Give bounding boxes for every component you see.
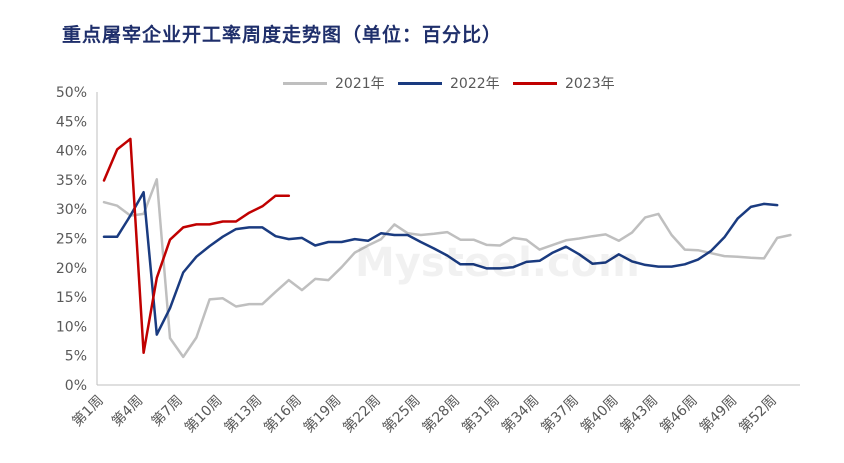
x-tick-label: 第46周: [656, 392, 700, 436]
x-tick-label: 第16周: [260, 392, 304, 436]
legend-line-2021: [283, 81, 327, 85]
y-tick-label: 20%: [56, 261, 87, 277]
y-tick-label: 50%: [56, 85, 87, 101]
y-tick-label: 30%: [56, 202, 87, 218]
legend-item-2022: 2022年: [398, 73, 500, 93]
x-tick-label: 第34周: [498, 392, 542, 436]
x-tick-label: 第52周: [736, 392, 780, 436]
legend-label-2021: 2021年: [335, 76, 385, 92]
x-axis: 第1周 第4周 第7周第10周第13周第16周第19周第22周第25周第28周第31…: [69, 384, 800, 436]
x-tick-label: 第40周: [577, 392, 621, 436]
x-tick-label: 第10周: [181, 392, 225, 436]
x-tick-label: 第28周: [419, 392, 463, 436]
y-axis: 0% 5% 10% 15% 20% 25% 30% 35% 40% 45% 50%: [56, 85, 98, 394]
legend-line-2022: [398, 81, 442, 85]
legend-item-2023: 2023年: [513, 73, 615, 93]
y-tick-label: 40%: [56, 144, 87, 160]
watermark: Mysteel.com: [355, 240, 640, 286]
legend-line-2023: [513, 81, 557, 85]
x-tick-label: 第13周: [221, 392, 265, 436]
y-tick-label: 5%: [65, 349, 87, 365]
series-layer: [102, 137, 792, 359]
legend-label-2023: 2023年: [565, 76, 615, 92]
x-tick-label: 第37周: [538, 392, 582, 436]
legend-item-2021: 2021年: [283, 73, 385, 93]
x-tick-label: 第25周: [379, 392, 423, 436]
x-tick-label: 第22周: [340, 392, 384, 436]
y-tick-label: 35%: [56, 173, 87, 189]
y-tick-label: 0%: [65, 378, 87, 394]
x-tick-label: 第7周: [148, 392, 186, 430]
x-tick-label: 第49周: [696, 392, 740, 436]
x-tick-label: 第31周: [458, 392, 502, 436]
x-tick-label: 第1周: [69, 392, 107, 430]
series-line-2021年: [102, 178, 792, 359]
x-tick-label: 第43周: [617, 392, 661, 436]
series-line-2022年: [102, 190, 779, 336]
y-tick-label: 10%: [56, 319, 87, 335]
y-tick-label: 15%: [56, 290, 87, 306]
x-tick-label: 第4周: [108, 392, 146, 430]
series-line-2023年: [102, 137, 291, 355]
y-tick-label: 45%: [56, 114, 87, 130]
legend-label-2022: 2022年: [450, 76, 500, 92]
chart-title: 重点屠宰企业开工率周度走势图（单位：百分比）: [62, 24, 503, 46]
y-tick-label: 25%: [56, 232, 87, 248]
x-tick-label: 第19周: [300, 392, 344, 436]
